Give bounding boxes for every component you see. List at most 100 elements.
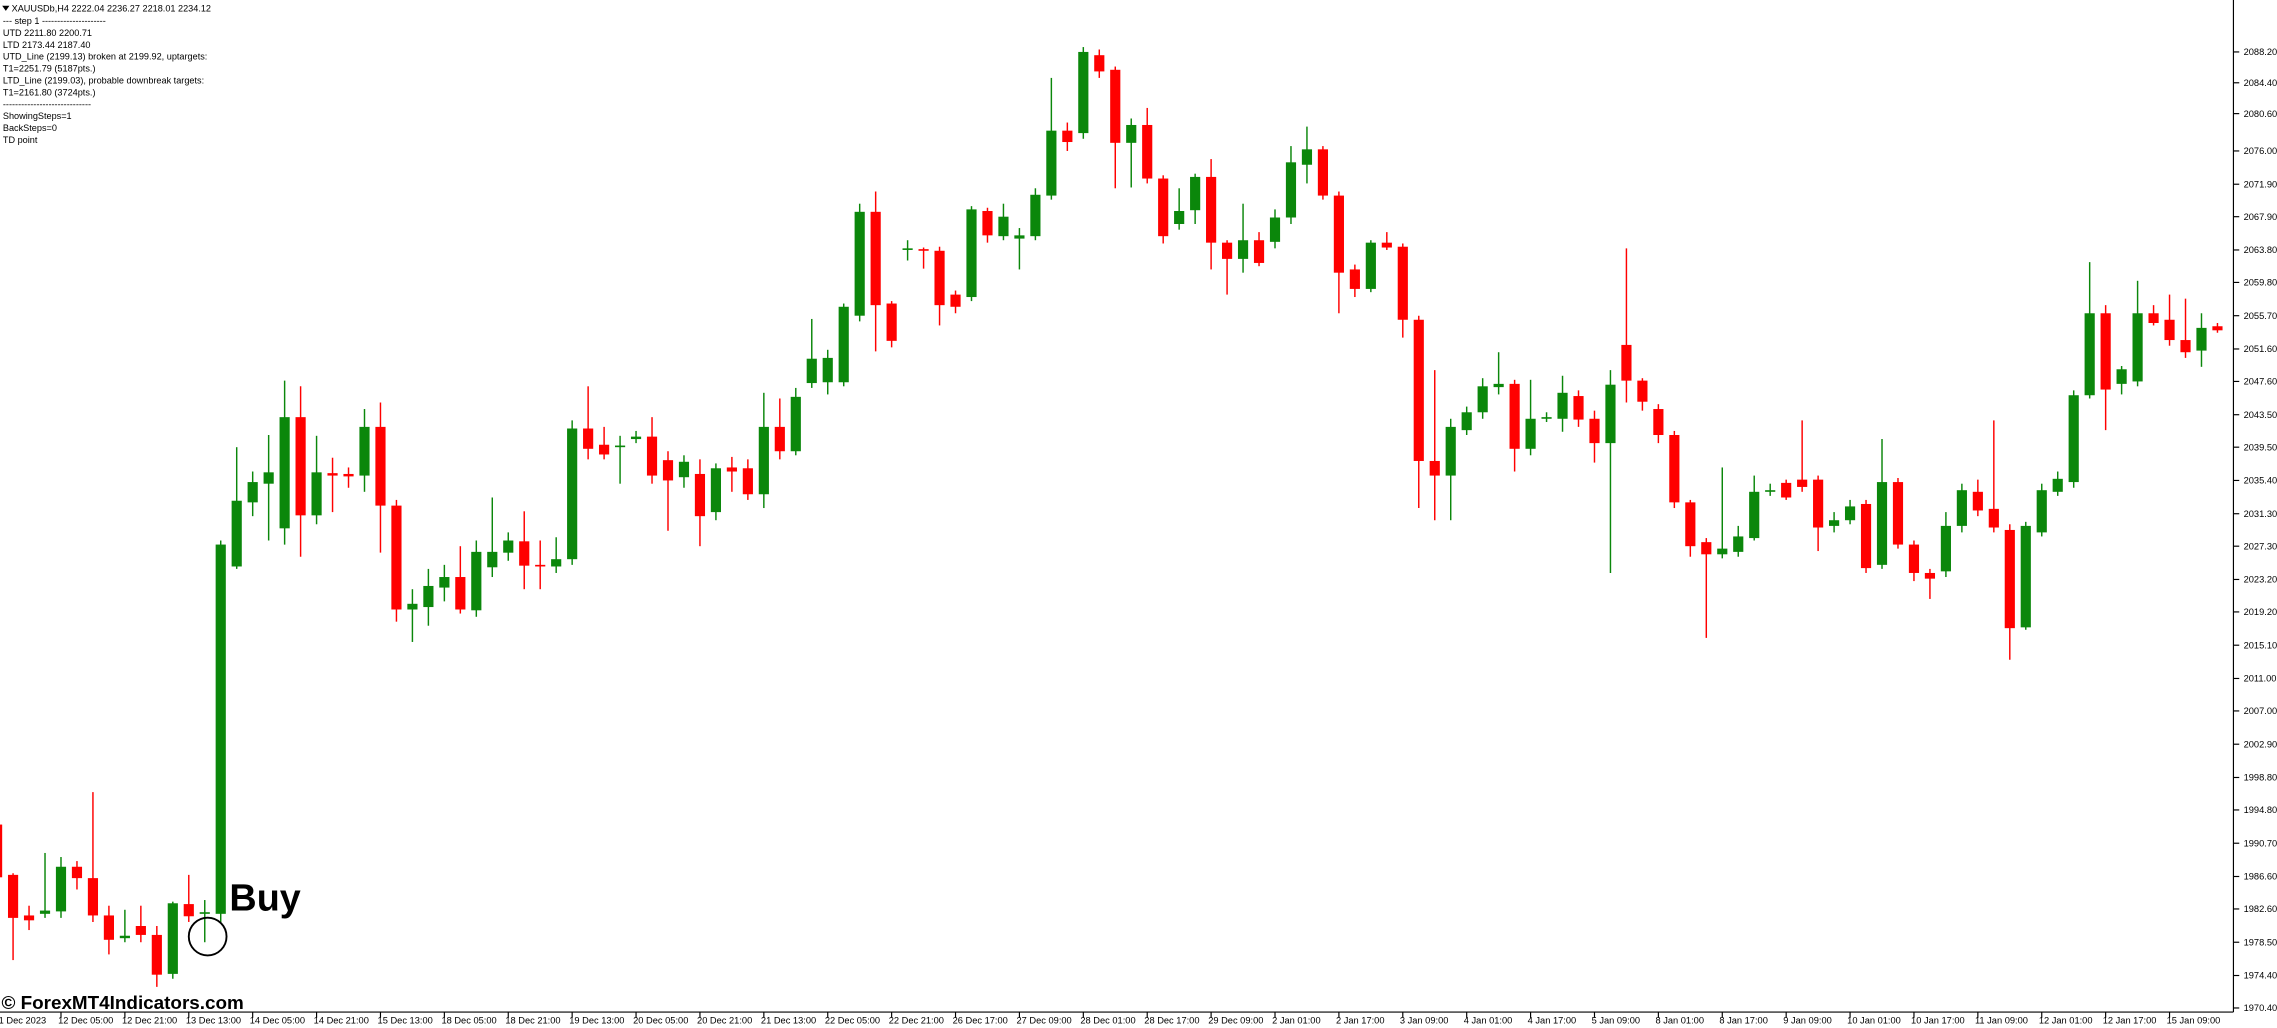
candle-body — [854, 211, 865, 316]
y-tick-label: 1982.60 — [2244, 904, 2277, 914]
candle-body — [1892, 482, 1904, 545]
x-tick-label: 11 Jan 09:00 — [1975, 1016, 2028, 1026]
info-line: TD point — [3, 135, 38, 145]
info-line: UTD 2211.80 2200.71 — [3, 28, 92, 38]
candle-body — [1237, 240, 1249, 259]
info-line: LTD_Line (2199.03), probable downbreak t… — [3, 75, 204, 85]
candle-body — [1030, 194, 1041, 237]
y-tick-label: 2015.10 — [2244, 640, 2277, 650]
x-tick-label: 28 Dec 01:00 — [1080, 1016, 1135, 1026]
x-tick-label: 2 Jan 01:00 — [1272, 1016, 1321, 1026]
x-tick-label: 5 Jan 09:00 — [1592, 1016, 1641, 1026]
candle-body — [119, 935, 130, 939]
info-line: LTD 2173.44 2187.40 — [3, 40, 91, 50]
info-line: T1=2161.80 (3724pts.) — [3, 87, 96, 97]
candle-body — [742, 468, 753, 495]
candle-body — [1541, 417, 1552, 419]
candle-body — [2020, 525, 2031, 628]
candle-body — [215, 544, 226, 914]
x-tick-label: 13 Dec 13:00 — [186, 1016, 241, 1026]
y-tick-label: 1986.60 — [2244, 872, 2277, 882]
candle-body — [1701, 542, 1712, 555]
candle-body — [934, 250, 945, 306]
candle-body — [2068, 395, 2079, 483]
candle-body — [279, 417, 290, 529]
candle-body — [1685, 502, 1696, 547]
x-tick-label: 14 Dec 21:00 — [314, 1016, 369, 1026]
candle-body — [630, 436, 642, 440]
candle-body — [1829, 520, 1840, 526]
info-line: ----------------------------- — [3, 99, 91, 109]
candle-body — [375, 426, 386, 506]
candle-body — [1413, 319, 1424, 461]
candle-body — [1573, 396, 1584, 420]
candle-body — [726, 467, 737, 472]
candle-body — [503, 540, 514, 553]
x-tick-label: 15 Jan 09:00 — [2167, 1016, 2221, 1026]
candle-body — [391, 505, 402, 610]
y-tick-label: 2023.20 — [2244, 575, 2277, 585]
candle-body — [439, 577, 450, 588]
candle-body — [2084, 313, 2095, 396]
y-tick-label: 2019.20 — [2244, 607, 2277, 617]
candle-body — [1669, 435, 1680, 503]
candle-body — [1285, 162, 1297, 218]
candle-body — [1142, 124, 1153, 179]
candle-body — [1876, 482, 1888, 565]
candle-body — [1206, 176, 1217, 243]
candle-body — [1158, 178, 1169, 237]
candle-body — [838, 306, 849, 383]
candle-body — [71, 866, 83, 879]
candle-body — [1924, 572, 1936, 579]
candle-body — [1429, 460, 1440, 476]
candle-body — [1765, 490, 1776, 492]
candle-body — [870, 211, 881, 306]
candle-body — [151, 934, 162, 975]
watermark: © ForexMT4Indicators.com — [1, 992, 243, 1013]
candle-body — [1525, 418, 1536, 449]
candle-body — [7, 874, 19, 918]
candle-body — [1221, 242, 1233, 259]
info-line: UTD_Line (2199.13) broken at 2199.92, up… — [3, 52, 207, 62]
y-tick-label: 2063.80 — [2244, 245, 2277, 255]
info-line: --- step 1 --------------------- — [3, 16, 106, 26]
candle-body — [1653, 409, 1664, 436]
candle-body — [1094, 55, 1105, 72]
candle-body — [1988, 508, 1999, 528]
x-tick-label: 2 Jan 17:00 — [1336, 1016, 1385, 1026]
candle-body — [1014, 235, 1025, 239]
plot-area — [0, 47, 2223, 987]
candle-body — [2212, 326, 2223, 331]
candle-body — [1621, 344, 1632, 381]
x-tick-label: 12 Dec 05:00 — [58, 1016, 113, 1026]
candle-body — [1333, 195, 1344, 273]
candle-body — [822, 357, 833, 383]
buy-annotation: Buy — [229, 876, 300, 918]
y-tick-label: 2055.70 — [2244, 311, 2277, 321]
x-tick-label: 20 Dec 21:00 — [697, 1016, 752, 1026]
y-tick-label: 1994.80 — [2244, 805, 2277, 815]
candle-body — [535, 564, 546, 567]
candle-body — [710, 468, 722, 513]
candle-body — [2180, 340, 2191, 353]
y-tick-label: 1970.40 — [2244, 1003, 2277, 1013]
x-tick-label: 12 Jan 17:00 — [2103, 1016, 2157, 1026]
candle-body — [1397, 246, 1408, 320]
y-tick-label: 2035.40 — [2244, 476, 2277, 486]
y-tick-label: 2047.60 — [2244, 377, 2277, 387]
candle-body — [758, 426, 769, 495]
candle-body — [1046, 130, 1057, 196]
candle-body — [359, 426, 370, 476]
y-tick-label: 2067.90 — [2244, 212, 2277, 222]
y-tick-label: 2051.60 — [2244, 344, 2277, 354]
x-tick-label: 21 Dec 13:00 — [761, 1016, 816, 1026]
candle-body — [2036, 490, 2047, 533]
y-tick-label: 2007.00 — [2244, 706, 2277, 716]
candle-body — [487, 551, 498, 568]
candle-body — [1381, 242, 1392, 248]
candle-body — [39, 910, 51, 914]
y-tick-label: 2080.60 — [2244, 109, 2277, 119]
y-tick-label: 1974.40 — [2244, 971, 2277, 981]
candle-body — [1174, 211, 1185, 224]
